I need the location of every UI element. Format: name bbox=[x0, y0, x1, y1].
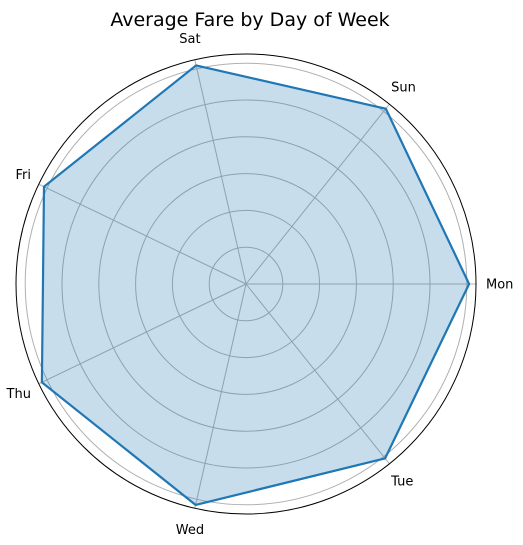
category-label-mon: Mon bbox=[486, 278, 513, 293]
category-label-fri: Fri bbox=[15, 168, 31, 183]
category-label-wed: Wed bbox=[176, 523, 204, 538]
chart-title: Average Fare by Day of Week bbox=[110, 9, 389, 31]
category-label-sat: Sat bbox=[179, 32, 200, 47]
spoke-fri bbox=[38, 183, 247, 285]
polar-frame bbox=[15, 53, 477, 515]
category-label-sun: Sun bbox=[391, 80, 416, 95]
series-area bbox=[41, 65, 470, 505]
spoke-sun bbox=[245, 103, 390, 285]
spoke-thu bbox=[38, 283, 247, 385]
category-label-tue: Tue bbox=[390, 475, 413, 490]
category-labels: Mon Sun Sat Fri Thu Wed Tue bbox=[6, 32, 514, 538]
spoke-wed bbox=[194, 283, 247, 509]
category-label-thu: Thu bbox=[6, 387, 31, 402]
series-line bbox=[40, 64, 471, 507]
grid-layer bbox=[15, 53, 477, 515]
spoke-tue bbox=[245, 283, 390, 465]
series-layer bbox=[40, 64, 471, 507]
spoke-sat bbox=[194, 59, 247, 285]
